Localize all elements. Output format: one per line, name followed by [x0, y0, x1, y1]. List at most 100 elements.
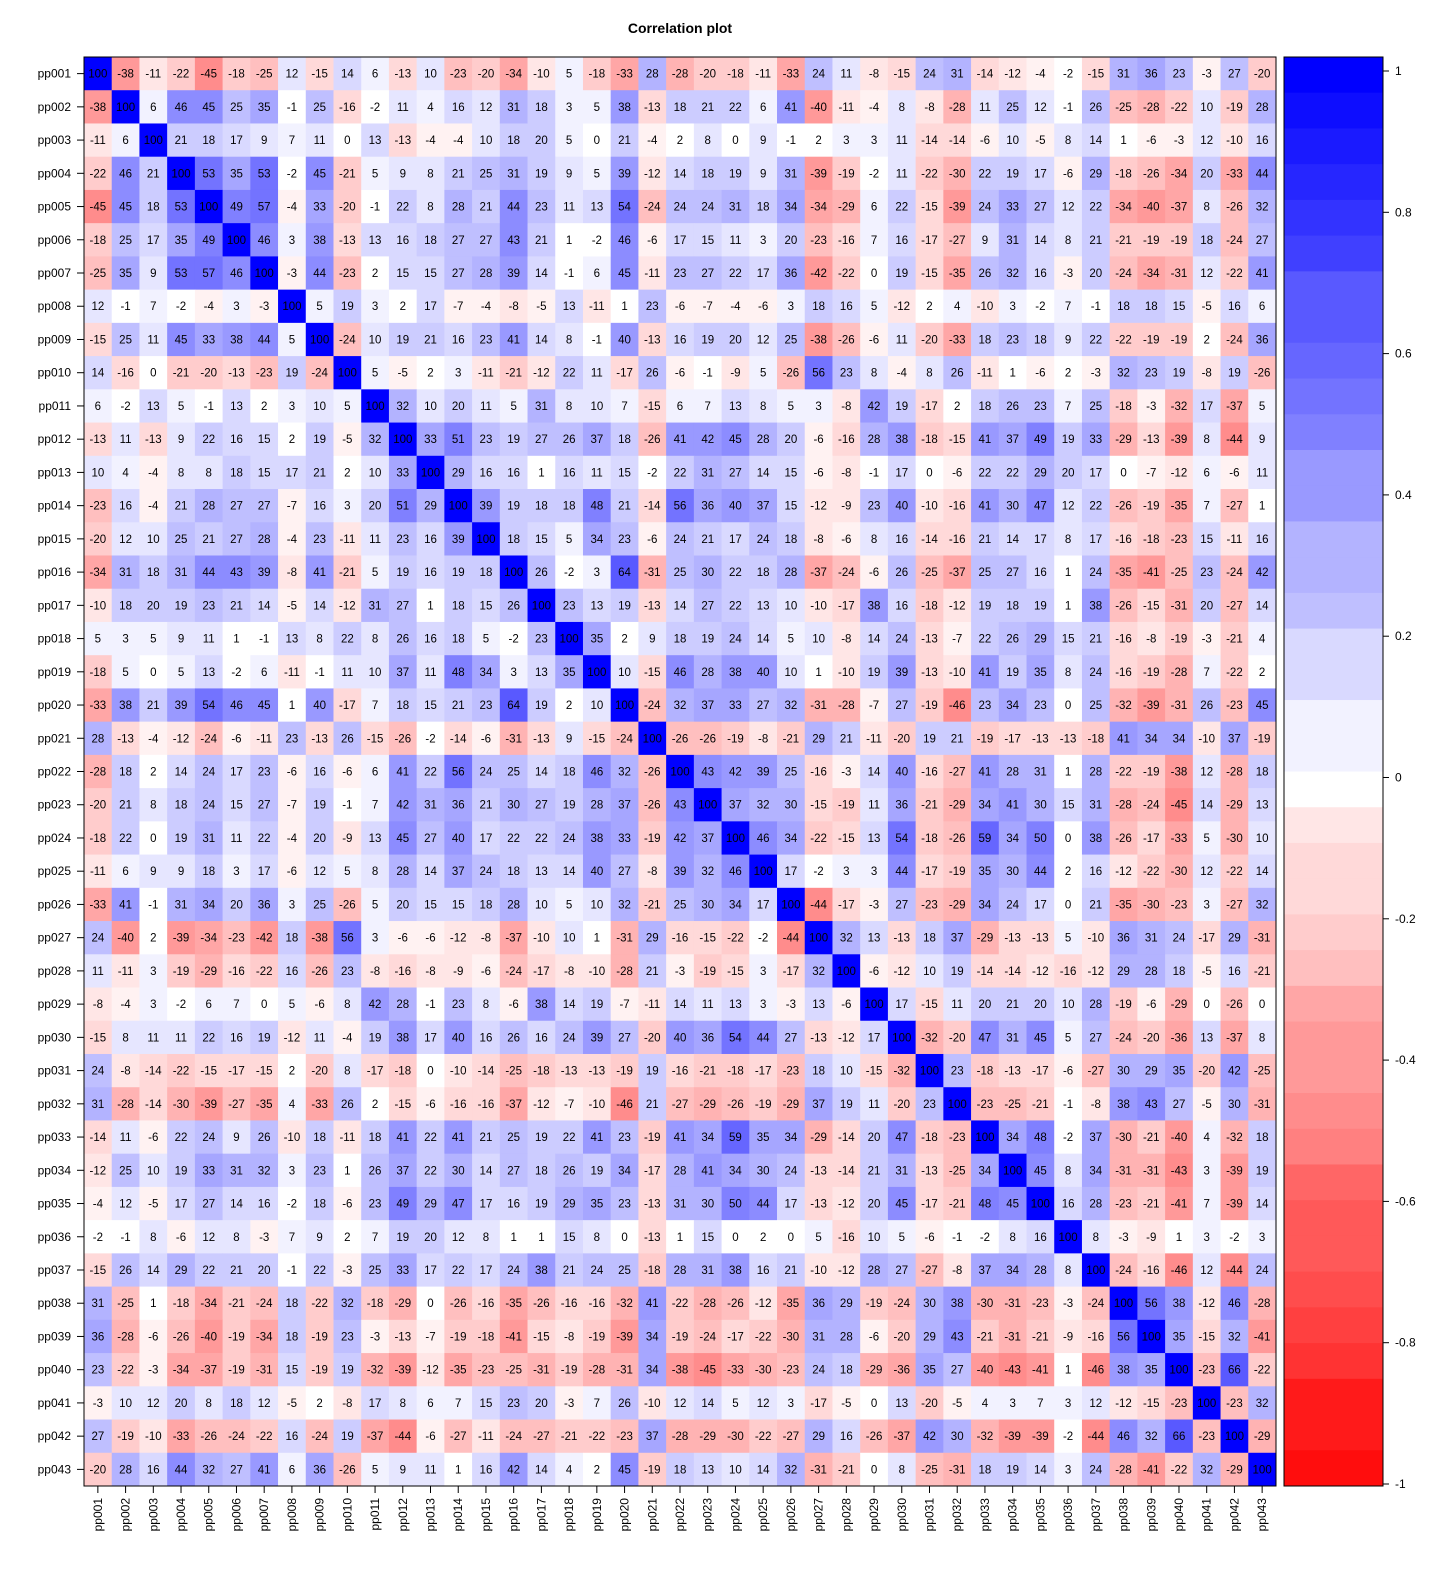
cell-label-pp002-pp010: -16 — [339, 102, 356, 114]
cell-label-pp028-pp024: -15 — [727, 966, 744, 978]
cell-label-pp014-pp009: 16 — [313, 501, 326, 513]
cell-label-pp016-pp024: 22 — [729, 567, 742, 579]
cell-label-pp019-pp033: 41 — [979, 667, 992, 679]
cell-label-pp008-pp018: 13 — [563, 301, 576, 313]
cell-label-pp002-pp021: -13 — [644, 102, 661, 114]
cell-label-pp005-pp007: 57 — [258, 202, 271, 214]
heatmap-cell-pp011-pp015 — [472, 389, 501, 423]
cell-label-pp009-pp028: -26 — [838, 334, 855, 346]
cell-label-pp033-pp032: -23 — [949, 1132, 966, 1144]
cell-label-pp040-pp023: -45 — [699, 1365, 716, 1377]
cell-label-pp029-pp022: 14 — [674, 999, 687, 1011]
cell-label-pp040-pp039: 35 — [1145, 1365, 1158, 1377]
cell-label-pp028-pp032: 19 — [951, 966, 964, 978]
cell-label-pp032-pp014: -16 — [450, 1099, 467, 1111]
cell-label-pp029-pp034: 21 — [1006, 999, 1019, 1011]
cell-label-pp017-pp012: 27 — [396, 600, 409, 612]
cell-label-pp011-pp013: 10 — [424, 401, 437, 413]
y-tick-label-pp038: pp038 — [38, 1296, 72, 1310]
cell-label-pp002-pp033: 11 — [979, 102, 991, 114]
cell-label-pp018-pp039: -8 — [1146, 634, 1156, 646]
heatmap-cell-pp007-pp013 — [416, 256, 445, 291]
cell-label-pp029-pp006: 7 — [233, 999, 239, 1011]
heatmap-cell-pp010-pp039 — [1137, 356, 1166, 390]
cell-label-pp036-pp001: -2 — [93, 1232, 103, 1244]
heatmap-cell-pp011-pp001 — [84, 389, 113, 423]
cell-label-pp026-pp025: 17 — [757, 899, 770, 911]
cell-label-pp017-pp036: 1 — [1065, 600, 1071, 612]
cell-label-pp014-pp036: 12 — [1062, 501, 1075, 513]
heatmap-cell-pp004-pp010 — [333, 156, 362, 191]
heatmap-cell-pp005-pp017 — [527, 189, 556, 224]
cell-label-pp033-pp028: -14 — [838, 1132, 855, 1144]
cell-label-pp008-pp037: -1 — [1091, 301, 1101, 313]
cell-label-pp008-pp016: -8 — [509, 301, 519, 313]
cell-label-pp017-pp001: -10 — [90, 600, 107, 612]
cell-label-pp017-pp027: -10 — [810, 600, 827, 612]
heatmap-cell-pp003-pp001 — [84, 123, 113, 158]
cell-label-pp009-pp002: 25 — [119, 334, 132, 346]
cell-label-pp026-pp021: -21 — [644, 899, 661, 911]
cell-label-pp033-pp039: -21 — [1143, 1132, 1160, 1144]
heatmap-cell-pp003-pp008 — [278, 123, 307, 158]
cell-label-pp023-pp006: 15 — [230, 800, 243, 812]
cell-label-pp019-pp021: -15 — [644, 667, 661, 679]
heatmap-cell-pp005-pp019 — [582, 189, 612, 224]
cell-label-pp023-pp005: 24 — [202, 800, 215, 812]
cell-label-pp035-pp033: 48 — [979, 1199, 992, 1211]
cell-label-pp015-pp001: -20 — [90, 534, 107, 546]
heatmap-cell-pp007-pp030 — [887, 256, 917, 291]
cell-label-pp013-pp007: 15 — [258, 467, 271, 479]
cell-label-pp004-pp031: -22 — [921, 168, 938, 180]
cell-label-pp038-pp033: -30 — [977, 1298, 994, 1310]
cell-label-pp032-pp016: -37 — [505, 1099, 522, 1111]
y-tick-label-pp040: pp040 — [38, 1363, 72, 1377]
cell-label-pp001-pp005: -45 — [200, 69, 217, 81]
heatmap-cell-pp004-pp032 — [943, 156, 972, 191]
colorbar-bin — [1284, 449, 1383, 487]
cell-label-pp028-pp020: -28 — [616, 966, 633, 978]
colorbar-tick-label: -0.8 — [1395, 1336, 1416, 1350]
cell-label-pp038-pp041: -12 — [1198, 1298, 1215, 1310]
cell-label-pp042-pp039: 32 — [1145, 1431, 1158, 1443]
cell-label-pp003-pp013: -4 — [425, 135, 436, 147]
cell-label-pp028-pp027: 32 — [812, 966, 825, 978]
cell-label-pp035-pp003: -5 — [148, 1199, 158, 1211]
cell-label-pp021-pp027: 29 — [812, 733, 825, 745]
cell-label-pp036-pp002: -1 — [120, 1232, 130, 1244]
colorbar-bin — [1284, 414, 1383, 451]
cell-label-pp029-pp015: 8 — [483, 999, 489, 1011]
cell-label-pp009-pp026: 25 — [784, 334, 797, 346]
heatmap-cell-pp006-pp023 — [693, 223, 722, 257]
cell-label-pp017-pp043: 14 — [1256, 600, 1269, 612]
cell-label-pp011-pp043: 5 — [1259, 401, 1265, 413]
cell-label-pp016-pp040: -25 — [1171, 567, 1188, 579]
cell-label-pp041-pp005: 8 — [206, 1398, 212, 1410]
cell-label-pp013-pp036: 20 — [1062, 467, 1075, 479]
cell-label-pp036-pp039: -9 — [1146, 1232, 1156, 1244]
heatmap-cell-pp011-pp021 — [638, 389, 667, 423]
cell-label-pp039-pp014: -19 — [450, 1331, 467, 1343]
heatmap-cell-pp005-pp033 — [971, 189, 1000, 224]
cell-label-pp027-pp002: -40 — [117, 933, 134, 945]
cell-label-pp009-pp035: 18 — [1034, 334, 1047, 346]
heatmap-cell-pp011-pp031 — [915, 389, 944, 423]
cell-label-pp006-pp003: 17 — [147, 235, 160, 247]
heatmap-cell-pp006-pp002 — [111, 223, 140, 257]
cell-label-pp002-pp013: 4 — [427, 102, 434, 114]
cell-label-pp006-pp010: -13 — [339, 235, 356, 247]
cell-label-pp040-pp012: -39 — [394, 1365, 411, 1377]
cell-label-pp005-pp036: 12 — [1062, 202, 1075, 214]
x-tick-label-pp004: pp004 — [174, 1498, 188, 1532]
cell-label-pp040-pp007: -31 — [256, 1365, 273, 1377]
y-tick-label-pp031: pp031 — [38, 1064, 72, 1078]
heatmap-cell-pp008-pp009 — [305, 289, 334, 324]
cell-label-pp017-pp003: 20 — [147, 600, 160, 612]
cell-label-pp031-pp033: -18 — [977, 1066, 994, 1078]
cell-label-pp017-pp042: -27 — [1226, 600, 1243, 612]
cell-label-pp042-pp020: -23 — [616, 1431, 633, 1443]
cell-label-pp041-pp028: -5 — [841, 1398, 851, 1410]
cell-label-pp033-pp035: 48 — [1034, 1132, 1047, 1144]
cell-label-pp019-pp008: -11 — [284, 667, 300, 679]
cell-label-pp014-pp004: 21 — [175, 501, 188, 513]
